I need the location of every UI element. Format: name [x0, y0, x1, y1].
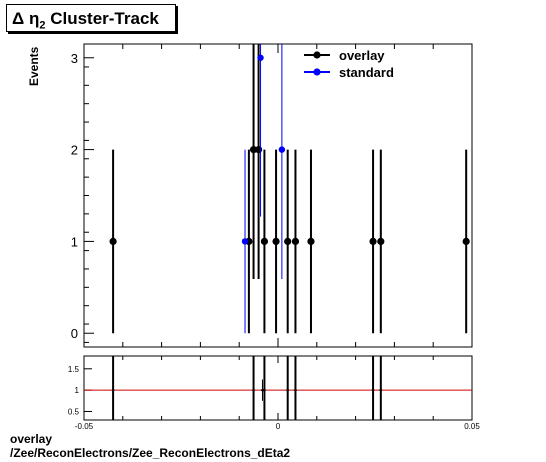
overlay-point	[109, 237, 117, 246]
overlay-point	[462, 237, 470, 246]
overlay-point	[260, 237, 269, 246]
ratio-x-tick-label: -0.05	[75, 422, 94, 431]
ratio-point	[252, 388, 255, 392]
ratio-y-tick-label: 0.5	[68, 407, 80, 416]
standard-point	[257, 54, 264, 61]
ratio-point	[111, 388, 115, 392]
ratio-y-tick-label: 1	[75, 386, 80, 395]
overlay-point	[307, 237, 315, 246]
overlay-point	[284, 237, 292, 246]
ratio-y-tick-label: 1.5	[68, 365, 80, 374]
overlay-point	[369, 237, 377, 246]
y-tick-label: 1	[71, 234, 78, 249]
legend-marker-standard	[313, 68, 321, 76]
y-tick-label: 2	[71, 143, 78, 158]
ratio-plot-frame	[83, 355, 473, 421]
ratio-x-tick-label: 0	[276, 422, 281, 431]
y-tick-label: 0	[71, 326, 78, 341]
title-delta: Δ	[12, 9, 25, 28]
title-text: Cluster-Track	[50, 9, 159, 28]
overlay-point	[377, 237, 385, 246]
legend: overlay standard	[304, 48, 394, 80]
standard-point	[241, 238, 249, 245]
title-eta: η	[28, 9, 40, 28]
legend-label-standard: standard	[339, 65, 394, 80]
ratio-point	[294, 388, 297, 392]
main-data-marks	[109, 44, 470, 334]
ratio-data-marks	[84, 356, 472, 420]
ratio-point	[263, 388, 266, 392]
main-plot-frame	[83, 43, 473, 348]
title-subscript: 2	[39, 19, 46, 32]
overlay-point	[249, 145, 258, 154]
ratio-point	[261, 388, 264, 392]
chart-title: Δ η2 Cluster-Track	[6, 4, 176, 32]
legend-marker-overlay	[313, 51, 321, 59]
standard-point	[278, 146, 286, 153]
ratio-point	[379, 388, 383, 392]
y-tick-label: 3	[71, 51, 78, 66]
overlay-point	[255, 145, 263, 154]
overlay-point	[291, 237, 300, 246]
y-axis-label: Events	[27, 46, 41, 86]
ratio-x-tick-label: 0.05	[464, 422, 480, 431]
legend-label-overlay: overlay	[339, 48, 385, 63]
overlay-point	[272, 237, 280, 246]
footer-label: overlay	[10, 432, 53, 446]
ratio-axis-ticks: 0.5 1 1.5 -0.05 0 0.05	[68, 356, 480, 431]
footer-path: /Zee/ReconElectrons/Zee_ReconElectrons_d…	[10, 446, 291, 460]
ratio-point	[286, 388, 290, 392]
main-axis-ticks: 0 1 2 3	[71, 44, 473, 347]
ratio-point	[371, 388, 375, 392]
